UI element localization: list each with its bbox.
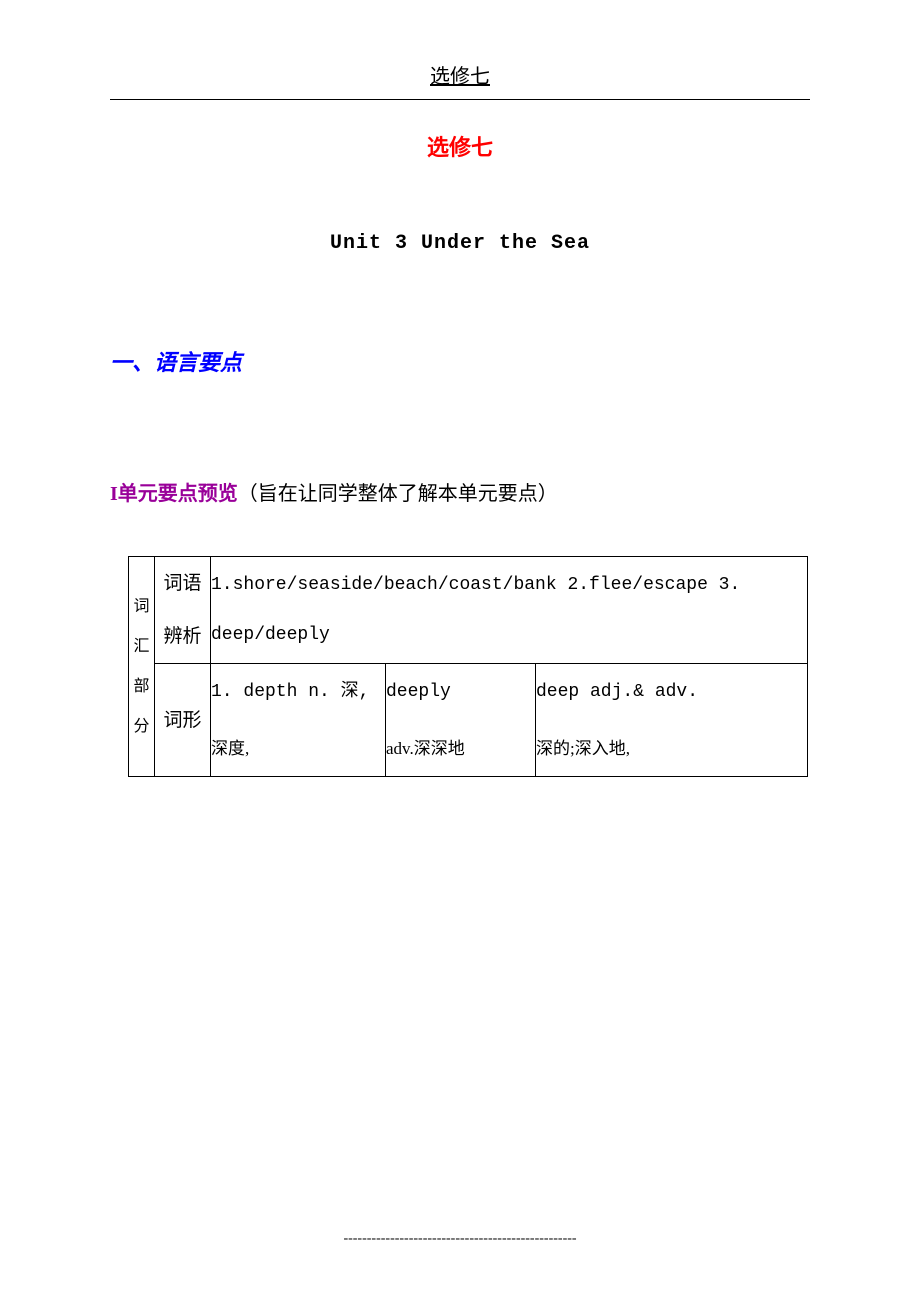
section-title: 一、语言要点 [110,345,810,377]
word-cell: deep adj.& adv. 深的;深入地, [536,664,808,777]
cat-char: 汇 [129,627,154,667]
sub-label-cell: 词形 [155,664,211,777]
sub-label-cell: 词语 辨析 [155,557,211,664]
table-row: 词 汇 部 分 词语 辨析 1.shore/seaside/beach/coas… [129,557,808,664]
preview-num: I [110,483,118,505]
header-title: 选修七 [110,60,810,89]
cell-line: 1. depth n. 深, [211,664,385,722]
header-divider [110,99,810,100]
table-row: 词形 1. depth n. 深, 深度, deeply adv.深深地 dee… [129,664,808,777]
word-cell: deeply adv.深深地 [386,664,536,777]
category-cell: 词 汇 部 分 [129,557,155,777]
cat-char: 词 [129,587,154,627]
cat-char: 分 [129,707,154,747]
cell-line: 深度, [211,722,385,776]
cell-line: 深的;深入地, [536,722,807,776]
word-cell: 1. depth n. 深, 深度, [211,664,386,777]
content-cell: 1.shore/seaside/beach/coast/bank 2.flee/… [211,557,808,664]
preview-title: I单元要点预览（旨在让同学整体了解本单元要点） [110,477,810,506]
cat-char: 部 [129,667,154,707]
cell-line: deeply [386,664,535,722]
unit-title: Unit 3 Under the Sea [110,232,810,255]
cell-line: adv.深深地 [386,722,535,776]
main-title: 选修七 [110,130,810,162]
sub-label-line: 词语 [155,557,210,610]
sub-label-line: 辨析 [155,610,210,663]
preview-note: （旨在让同学整体了解本单元要点） [238,483,558,505]
footer-dashes: ----------------------------------------… [343,1231,576,1247]
vocab-table: 词 汇 部 分 词语 辨析 1.shore/seaside/beach/coas… [128,556,808,777]
cell-line: deep adj.& adv. [536,664,807,722]
preview-text: 单元要点预览 [118,483,238,505]
